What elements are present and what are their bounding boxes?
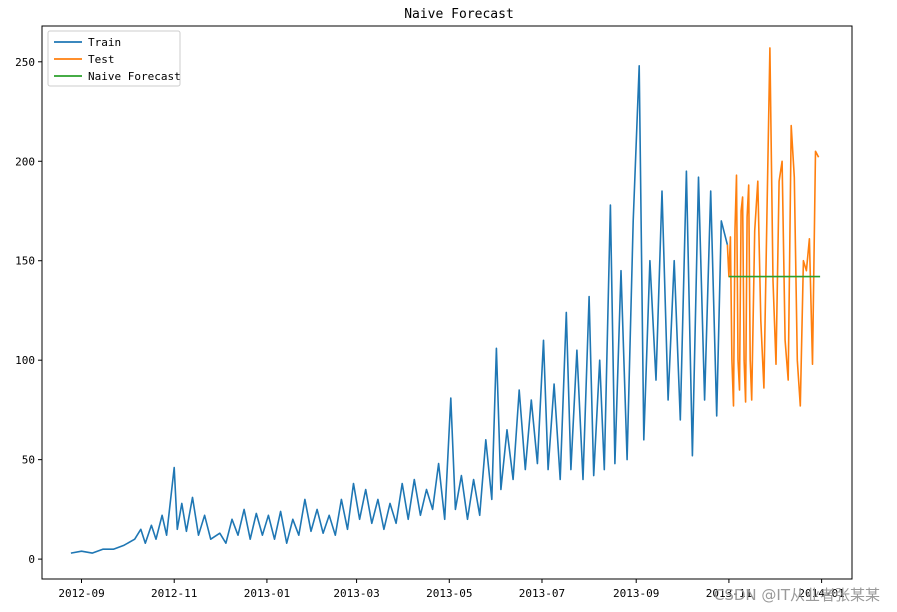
chart-title: Naive Forecast	[404, 7, 514, 22]
y-tick-label: 0	[28, 553, 35, 566]
x-axis: 2012-09 2012-11 2013-01 2013-03 2013-05 2013-…	[58, 579, 845, 600]
x-tick-label: 2013-01	[244, 587, 290, 600]
legend: Train Test Naive Forecast	[47, 30, 181, 87]
x-tick-label: 2013-11	[706, 587, 752, 600]
y-tick-label: 200	[15, 155, 35, 168]
watermark: CSDN @IT从业者张某某	[714, 586, 880, 604]
legend-train-label: Train	[88, 36, 121, 49]
x-tick-label: 2014-01	[798, 587, 844, 600]
series-line-train	[70, 65, 729, 554]
legend-test-label: Test	[88, 53, 115, 66]
y-axis: 0 50 100 150 200 250	[15, 56, 42, 566]
y-tick-label: 50	[22, 454, 35, 467]
y-tick-label: 150	[15, 255, 35, 268]
plot-frame	[41, 25, 853, 580]
x-tick-label: 2013-07	[519, 587, 565, 600]
plot-area	[70, 47, 821, 554]
legend-naive-forecast-label: Naive Forecast	[88, 70, 181, 83]
y-tick-label: 250	[15, 56, 35, 69]
x-tick-label: 2012-11	[151, 587, 197, 600]
legend-box	[47, 30, 181, 87]
series-line-test	[726, 47, 820, 407]
x-tick-label: 2013-05	[426, 587, 472, 600]
x-tick-label: 2013-09	[613, 587, 659, 600]
x-tick-label: 2012-09	[58, 587, 104, 600]
y-tick-label: 100	[15, 354, 35, 367]
x-tick-label: 2013-03	[333, 587, 379, 600]
